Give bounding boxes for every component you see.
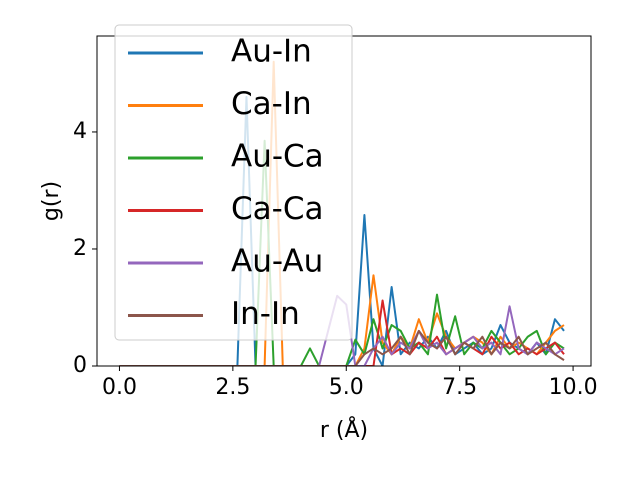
plot-area xyxy=(119,60,565,366)
legend-label: Au-Au xyxy=(231,244,323,280)
legend-label: Au-In xyxy=(231,34,312,70)
x-tick-label: 5.0 xyxy=(329,375,364,400)
y-tick-label: 4 xyxy=(73,119,87,144)
legend-label: Ca-In xyxy=(231,86,312,122)
series-line xyxy=(119,294,565,366)
series-line xyxy=(119,299,565,366)
series-line xyxy=(119,95,565,366)
x-axis-label: r (Å) xyxy=(320,416,368,443)
y-tick-label: 0 xyxy=(73,353,87,378)
x-tick-label: 7.5 xyxy=(442,375,477,400)
x-tick-label: 0.0 xyxy=(102,375,137,400)
legend-label: Ca-Ca xyxy=(231,191,323,227)
x-tick-label: 2.5 xyxy=(215,375,250,400)
y-tick-label: 2 xyxy=(73,236,87,261)
legend-label: Au-Ca xyxy=(231,139,324,175)
x-tick-label: 10.0 xyxy=(549,375,598,400)
series-line xyxy=(119,139,565,366)
legend-box xyxy=(114,24,353,341)
legend-label: In-In xyxy=(231,296,300,332)
series-line xyxy=(119,329,565,366)
y-axis-label: g(r) xyxy=(39,181,64,221)
